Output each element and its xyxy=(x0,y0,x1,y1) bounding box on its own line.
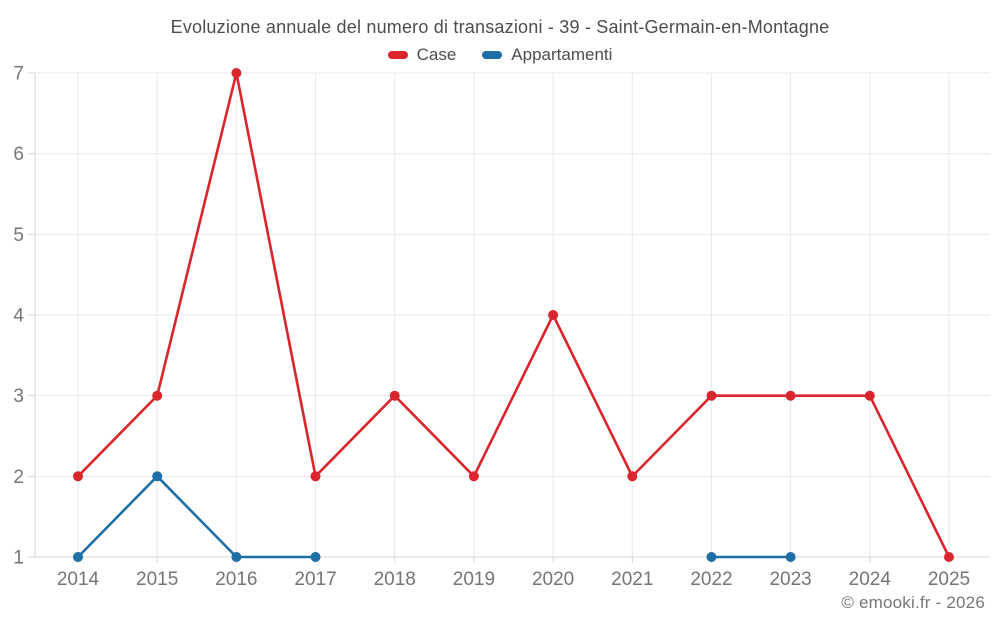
chart-legend: Case Appartamenti xyxy=(0,45,1000,65)
legend-item-case[interactable]: Case xyxy=(387,45,457,65)
x-tick-label: 2025 xyxy=(928,569,970,590)
legend-swatch-case-icon xyxy=(387,51,408,59)
y-tick-label: 6 xyxy=(13,144,24,165)
data-point-appartamenti-2017[interactable] xyxy=(310,552,321,562)
y-tick-label: 1 xyxy=(13,548,24,569)
x-tick-label: 2014 xyxy=(57,569,100,590)
x-tick-label: 2015 xyxy=(136,569,178,590)
data-point-case-2015[interactable] xyxy=(152,390,163,401)
x-tick-label: 2020 xyxy=(532,569,574,590)
series-line-case xyxy=(76,71,951,559)
legend-item-appartamenti[interactable]: Appartamenti xyxy=(482,45,612,65)
x-tick-label: 2024 xyxy=(849,569,892,590)
data-point-appartamenti-2014[interactable] xyxy=(73,552,83,562)
y-axis-labels: 1 2 3 4 5 6 7 xyxy=(13,64,24,569)
x-tick-label: 2017 xyxy=(294,569,336,590)
x-axis-labels: 2014 2015 2016 2017 2018 2019 2020 2021 2022 2023… xyxy=(57,569,970,590)
legend-swatch-appartamenti-icon xyxy=(482,51,503,59)
data-point-case-2024[interactable] xyxy=(864,390,875,401)
axis-lines xyxy=(28,72,990,563)
y-tick-label: 7 xyxy=(13,64,24,85)
data-point-appartamenti-2023[interactable] xyxy=(785,552,796,562)
data-point-case-2021[interactable] xyxy=(627,471,638,482)
data-point-case-2019[interactable] xyxy=(468,471,479,482)
x-tick-label: 2016 xyxy=(215,569,257,590)
series-appartamenti xyxy=(73,471,796,562)
data-point-case-2020[interactable] xyxy=(548,310,559,320)
copyright-footer: © emooki.fr - 2026 xyxy=(841,593,985,612)
legend-label-appartamenti: Appartamenti xyxy=(511,45,613,64)
data-point-case-2023[interactable] xyxy=(785,390,796,401)
chart-title: Evoluzione annuale del numero di transaz… xyxy=(170,17,830,37)
y-tick-label: 3 xyxy=(13,386,24,407)
y-tick-label: 4 xyxy=(13,306,24,327)
legend-label-case: Case xyxy=(416,45,457,64)
data-point-case-2017[interactable] xyxy=(310,471,321,482)
data-point-case-2022[interactable] xyxy=(706,390,717,401)
x-tick-label: 2021 xyxy=(611,569,653,590)
series-case xyxy=(73,68,954,562)
y-tick-label: 2 xyxy=(13,467,24,488)
data-point-appartamenti-2015[interactable] xyxy=(152,471,163,482)
y-tick-label: 5 xyxy=(13,225,24,246)
data-point-case-2025[interactable] xyxy=(944,552,954,562)
data-point-appartamenti-2016[interactable] xyxy=(231,552,242,562)
x-tick-label: 2023 xyxy=(769,569,811,590)
x-tick-label: 2019 xyxy=(453,569,495,590)
series-line-appartamenti xyxy=(76,475,792,559)
data-point-case-2014[interactable] xyxy=(73,471,83,482)
data-point-case-2018[interactable] xyxy=(389,390,400,401)
x-tick-label: 2018 xyxy=(374,569,416,590)
data-point-appartamenti-2022[interactable] xyxy=(706,552,717,562)
data-point-case-2016[interactable] xyxy=(231,68,242,78)
x-tick-label: 2022 xyxy=(690,569,732,590)
